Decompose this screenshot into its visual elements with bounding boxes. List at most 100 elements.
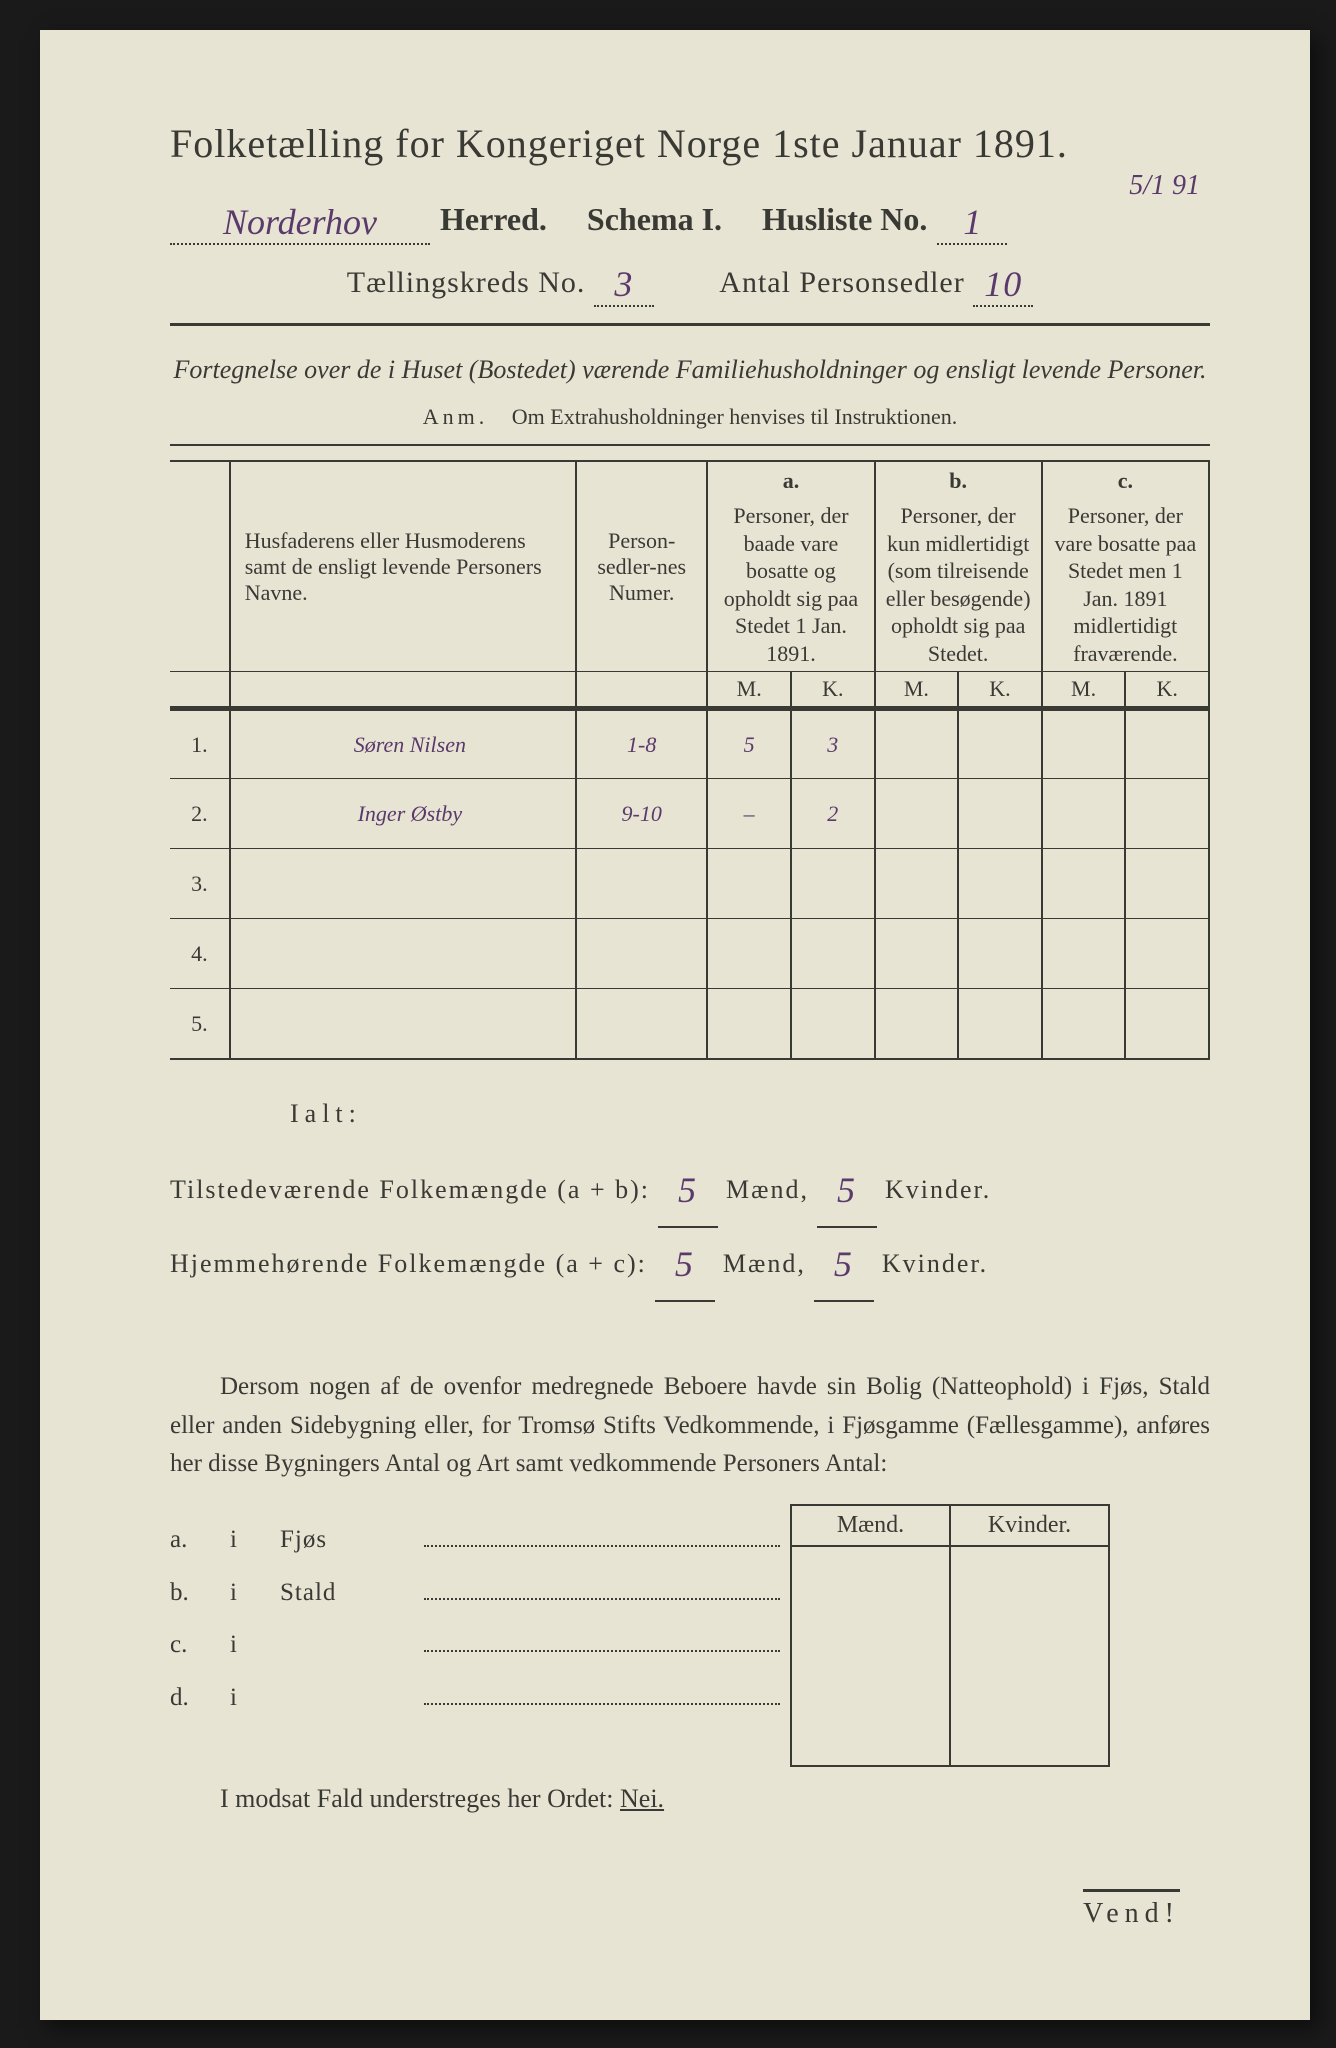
table-row: 1. Søren Nilsen 1-8 5 3 [170,709,1209,779]
table-row: 5. [170,989,1209,1059]
sum-line-2: Hjemmehørende Folkemængde (a + c): 5 Mæn… [170,1224,1210,1298]
table-header-abc: Husfaderens eller Husmoderens samt de en… [170,461,1209,498]
b-key: d. [170,1672,230,1725]
row-name: Inger Østby [230,779,576,849]
b-key: b. [170,1567,230,1620]
row-num: 2. [170,779,230,849]
b-key: c. [170,1619,230,1672]
building-row: c. i [170,1619,780,1672]
b-i: i [230,1567,280,1620]
mk-a-k: K. [791,672,875,709]
row-ak: 3 [791,709,875,779]
b-dots [424,1575,780,1600]
sum2-k: 5 [814,1228,874,1302]
ialt-label: Ialt: [290,1088,1210,1140]
building-row: a. i Fjøs [170,1514,780,1567]
intro-text: Fortegnelse over de i Huset (Bostedet) v… [170,352,1210,388]
col-ps-header: Person-sedler-nes Numer. [576,461,707,672]
sum1-m: 5 [658,1154,718,1228]
husliste-label: Husliste No. [762,201,927,238]
household-table: Husfaderens eller Husmoderens samt de en… [170,460,1210,1060]
row-am: – [707,779,791,849]
b-dots [424,1680,780,1705]
col-b-desc: Personer, der kun midlertidigt (som tilr… [875,498,1042,672]
row-ak: 2 [791,779,875,849]
sum1-kvinder: Kvinder. [885,1164,991,1216]
building-block: Mænd. Kvinder. a. i Fjøs b. i Stald c. i [170,1514,1210,1724]
mk-cell [791,1546,950,1766]
row-name: Søren Nilsen [230,709,576,779]
col-a-desc: Personer, der baade vare bosatte og opho… [707,498,874,672]
antal-label: Antal Personsedler [719,266,964,299]
nei-word: Nei. [620,1784,664,1813]
herred-value: Norderhov [170,201,430,245]
census-form-page: Folketælling for Kongeriget Norge 1ste J… [40,30,1310,2020]
anm-line: Anm. Om Extrahusholdninger henvises til … [170,404,1210,430]
kreds-label: Tællingskreds No. [347,266,586,299]
row-ps: 1-8 [576,709,707,779]
divider-1 [170,323,1210,326]
b-dots [424,1627,780,1652]
sum-line-1: Tilstedeværende Folkemængde (a + b): 5 M… [170,1150,1210,1224]
b-key: a. [170,1514,230,1567]
row-ck [1125,779,1209,849]
row-cm [1042,779,1126,849]
row-num: 4. [170,919,230,989]
page-title: Folketælling for Kongeriget Norge 1ste J… [170,120,1210,167]
col-a-label: a. [707,461,874,498]
table-row: 2. Inger Østby 9-10 – 2 [170,779,1209,849]
b-i: i [230,1672,280,1725]
header-line-2: Norderhov Herred. Schema I. Husliste No.… [170,197,1210,241]
sum2-label: Hjemmehørende Folkemængde (a + c): [170,1238,647,1290]
table-row: 4. [170,919,1209,989]
sum1-label: Tilstedeværende Folkemængde (a + b): [170,1164,650,1216]
building-row: b. i Stald [170,1567,780,1620]
sum2-maend: Mænd, [723,1238,806,1290]
col-c-desc: Personer, der vare bosatte paa Stedet me… [1042,498,1209,672]
header-line-3: Tællingskreds No. 3 Antal Personsedler 1… [170,259,1210,303]
mk-c-k: K. [1125,672,1209,709]
anm-text: Om Extrahusholdninger henvises til Instr… [512,404,957,429]
date-annotation: 5/1 91 [1129,170,1200,202]
vend-label: Vend! [1083,1889,1180,1930]
b-i: i [230,1514,280,1567]
col-c-label: c. [1042,461,1209,498]
anm-label: Anm. [423,404,489,429]
mk-a-m: M. [707,672,791,709]
row-num: 3. [170,849,230,919]
table-header-mk: M. K. M. K. M. K. [170,672,1209,709]
row-num: 1. [170,709,230,779]
nei-lead: I modsat Fald understreges her Ordet: [220,1784,614,1813]
col-names-header: Husfaderens eller Husmoderens samt de en… [230,461,576,672]
row-num: 5. [170,989,230,1059]
col-b-label: b. [875,461,1042,498]
b-dots [424,1522,780,1547]
mk-maend: Mænd. [791,1505,950,1546]
sum1-k: 5 [817,1154,877,1228]
row-cm [1042,709,1126,779]
row-bm [875,709,959,779]
totals-block: Ialt: Tilstedeværende Folkemængde (a + b… [170,1088,1210,1298]
sum2-m: 5 [655,1228,715,1302]
mk-b-m: M. [875,672,959,709]
row-bk [958,779,1042,849]
divider-2 [170,444,1210,446]
b-i: i [230,1619,280,1672]
mk-b-k: K. [958,672,1042,709]
b-type: Stald [280,1567,420,1620]
table-row: 3. [170,849,1209,919]
row-am: 5 [707,709,791,779]
kreds-value: 3 [594,263,654,307]
mk-table: Mænd. Kvinder. [790,1504,1110,1767]
b-type: Fjøs [280,1514,420,1567]
mk-kvinder: Kvinder. [950,1505,1109,1546]
building-paragraph: Dersom nogen af de ovenfor medregnede Be… [170,1368,1210,1484]
mk-c-m: M. [1042,672,1126,709]
row-bm [875,779,959,849]
building-list: a. i Fjøs b. i Stald c. i d. i [170,1514,780,1724]
antal-value: 10 [973,263,1033,307]
row-ps: 9-10 [576,779,707,849]
building-row: d. i [170,1672,780,1725]
row-ck [1125,709,1209,779]
husliste-value: 1 [937,201,1007,245]
